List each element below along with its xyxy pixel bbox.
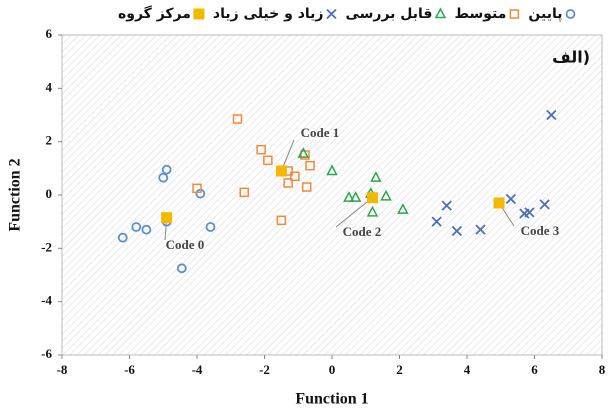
point (158, 172, 169, 183)
point (276, 215, 287, 226)
point (524, 207, 535, 218)
x-tick-label: 6 (531, 362, 538, 377)
point (367, 192, 378, 204)
x-axis-title: Function 1 (295, 391, 368, 408)
point (290, 171, 300, 182)
panel-label: الف) (552, 48, 590, 67)
legend-marker (434, 7, 447, 19)
point (326, 164, 338, 176)
legend-marker (326, 8, 337, 20)
legend-label: پایین (528, 6, 562, 22)
x-tick-label: 8 (599, 362, 606, 377)
point (117, 232, 128, 243)
point (232, 114, 243, 124)
point (366, 205, 379, 217)
point (301, 182, 312, 192)
y-tick-label: -4 (41, 293, 52, 308)
point (475, 224, 486, 235)
point (349, 191, 362, 202)
point (176, 263, 187, 274)
y-tick-label: 0 (46, 186, 53, 201)
legend-label: متوسط (454, 6, 506, 22)
legend-marker (565, 9, 576, 19)
point (441, 200, 452, 211)
x-tick-label: -2 (259, 362, 270, 377)
point (161, 164, 172, 175)
point (205, 222, 216, 232)
annotation: Code 1 (301, 125, 340, 140)
point (505, 193, 517, 205)
y-tick-label: 6 (46, 26, 53, 41)
y-tick-label: -2 (41, 239, 52, 254)
point (397, 203, 409, 214)
point (256, 144, 266, 155)
y-tick-label: 4 (46, 79, 53, 94)
point (493, 197, 505, 209)
y-tick-label: 2 (46, 133, 53, 148)
annotation: Code 3 (521, 223, 560, 238)
point (263, 155, 273, 166)
annotation-leader (335, 197, 373, 228)
y-tick-label: -6 (41, 346, 52, 361)
x-tick-label: -4 (192, 362, 203, 377)
point (431, 216, 442, 227)
y-axis-title: Function 2 (7, 158, 24, 231)
point (192, 183, 202, 194)
legend-marker (509, 9, 520, 19)
point (297, 147, 310, 158)
plot-area (61, 34, 603, 356)
legend-label: مرکز گروه (118, 5, 191, 22)
point (239, 187, 249, 198)
point (141, 224, 152, 235)
x-tick-label: 4 (464, 362, 471, 377)
annotation: Code 2 (343, 224, 382, 239)
x-tick-label: 0 (329, 362, 336, 377)
point (283, 178, 293, 188)
legend-label: قابل بررسی (345, 6, 432, 22)
point (539, 199, 550, 210)
point (161, 212, 173, 224)
point (451, 225, 463, 237)
point (275, 165, 287, 177)
point (370, 171, 382, 182)
x-tick-label: 2 (396, 362, 403, 377)
x-tick-label: -6 (124, 362, 135, 377)
point (131, 222, 142, 232)
legend-marker (193, 8, 205, 20)
legend-label: زیاد و خیلی زیاد (213, 6, 324, 22)
point (546, 109, 557, 121)
point (343, 191, 355, 202)
x-tick-label: -8 (57, 362, 68, 377)
point (305, 160, 315, 171)
point (380, 189, 392, 201)
annotation: Code 0 (166, 237, 205, 252)
